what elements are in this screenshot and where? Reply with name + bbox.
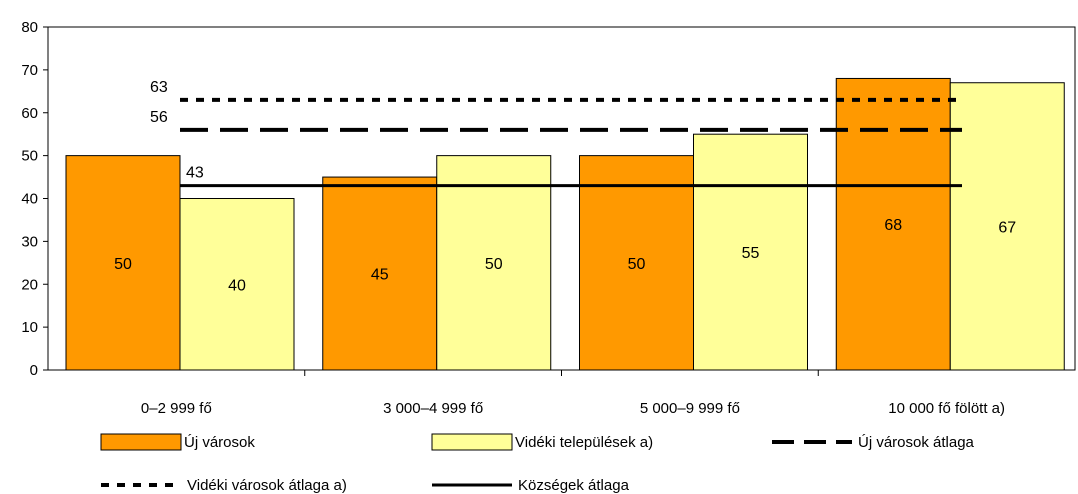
legend-label-3: Vidéki városok átlaga a) (187, 477, 347, 494)
legend-swatch-1 (431, 433, 513, 451)
bar-s1-c0 (179, 198, 295, 371)
bar-s0-c0 (65, 155, 181, 371)
data-label-s1-c1: 50 (485, 256, 503, 273)
x-tick-label-1: 3 000–4 999 fő (383, 400, 483, 417)
data-label-s0-c0: 50 (114, 256, 132, 273)
y-tick-label-2: 20 (21, 276, 38, 293)
reference-line-label-solid: 43 (186, 165, 204, 182)
y-tick-label-5: 50 (21, 148, 38, 165)
y-tick-label-6: 60 (21, 105, 38, 122)
bar-s1-c2 (693, 133, 808, 371)
reference-line-label-dotted: 63 (150, 79, 168, 96)
data-label-s0-c3: 68 (884, 217, 902, 234)
x-tick-label-0: 0–2 999 fő (141, 400, 212, 417)
legend-label-0: Új városok (184, 434, 255, 451)
y-tick-label-0: 0 (30, 362, 38, 379)
legend-label-4: Községek átlaga (518, 477, 630, 494)
data-label-s0-c2: 50 (628, 256, 646, 273)
bar-s1-c1 (436, 155, 552, 371)
data-label-s1-c3: 67 (998, 219, 1016, 236)
legend-swatch-0 (100, 433, 182, 451)
y-tick-label-1: 10 (21, 319, 38, 336)
plot-area: 0 10 20 30 40 50 60 70 80 0–2 999 fő 3 000–4 999 f… (21, 19, 1076, 417)
y-tick-label-3: 30 (21, 233, 38, 250)
legend: Új városok Vidéki települések a) Új városo… (100, 433, 975, 494)
bar-s0-c3 (835, 77, 951, 371)
reference-line-label-dashed: 56 (150, 109, 168, 126)
data-label-s1-c0: 40 (228, 277, 246, 294)
legend-label-2: Új városok átlaga (858, 434, 975, 451)
bar-s1-c3 (949, 82, 1065, 371)
bar-s0-c1 (322, 176, 438, 371)
x-tick-label-2: 5 000–9 999 fő (640, 400, 740, 417)
x-tick-label-3: 10 000 fő fölött a) (888, 400, 1005, 417)
bar-s0-c2 (579, 155, 694, 371)
y-tick-label-7: 70 (21, 62, 38, 79)
data-label-s0-c1: 45 (371, 267, 389, 284)
y-tick-label-4: 40 (21, 191, 38, 208)
y-tick-label-8: 80 (21, 19, 38, 36)
data-label-s1-c2: 55 (742, 245, 760, 262)
legend-label-1: Vidéki települések a) (515, 434, 653, 451)
